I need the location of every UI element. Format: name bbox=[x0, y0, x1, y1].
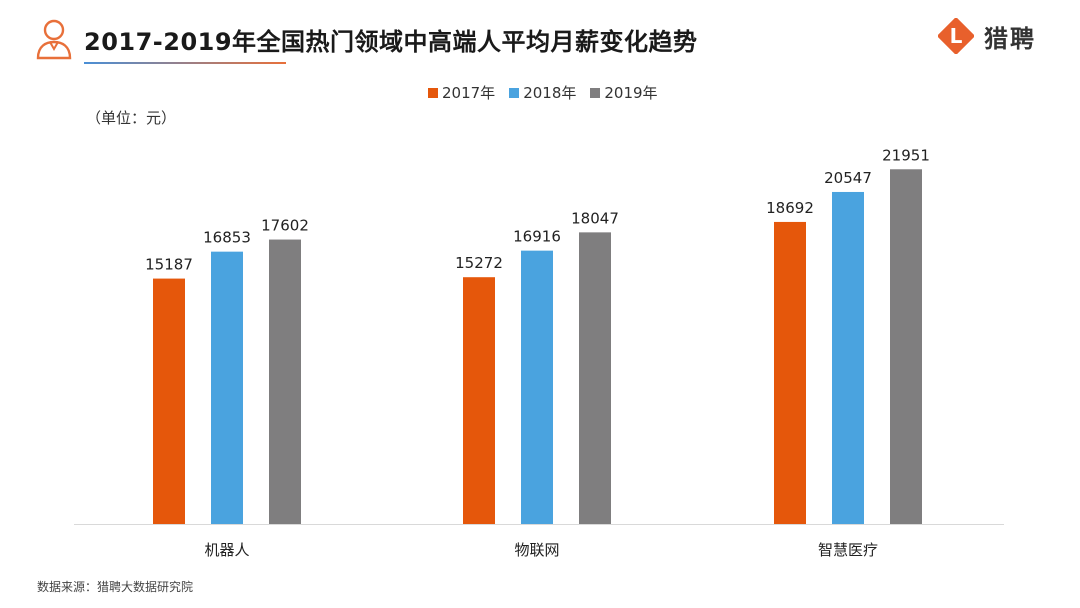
bar bbox=[521, 250, 553, 524]
person-icon bbox=[36, 19, 72, 60]
brand: L 猎聘 bbox=[938, 18, 1036, 54]
legend-swatch bbox=[428, 87, 438, 98]
data-label: 16916 bbox=[513, 228, 561, 246]
bar bbox=[211, 251, 243, 524]
bar bbox=[153, 278, 185, 524]
legend-label: 2019年 bbox=[604, 84, 658, 102]
data-label: 18692 bbox=[766, 199, 814, 217]
bar bbox=[774, 221, 806, 524]
legend-item: 2017年 bbox=[428, 82, 495, 103]
source-note: 数据来源：猎聘大数据研究院 bbox=[37, 580, 194, 594]
brand-name: 猎聘 bbox=[984, 24, 1036, 53]
data-label: 15187 bbox=[145, 256, 193, 274]
data-label: 18047 bbox=[571, 209, 619, 227]
bar bbox=[463, 277, 495, 524]
bar bbox=[890, 169, 922, 524]
data-label: 20547 bbox=[824, 169, 872, 187]
legend-swatch bbox=[590, 87, 601, 98]
legend-item: 2018年 bbox=[509, 82, 576, 103]
bar bbox=[579, 232, 611, 524]
data-label: 15272 bbox=[455, 254, 503, 272]
legend-swatch bbox=[509, 87, 520, 98]
legend-label: 2018年 bbox=[523, 84, 577, 102]
data-label: 16853 bbox=[203, 229, 251, 247]
data-label: 21951 bbox=[882, 146, 930, 164]
x-tick-label: 机器人 bbox=[204, 541, 249, 559]
legend-label: 2017年 bbox=[442, 84, 496, 102]
x-tick-label: 物联网 bbox=[514, 541, 559, 559]
x-tick-label: 智慧医疗 bbox=[818, 541, 878, 559]
data-label: 17602 bbox=[261, 217, 309, 235]
header: 2017-2019年全国热门领域中高端人平均月薪变化趋势 L 猎聘 bbox=[0, 0, 1080, 70]
bar bbox=[832, 191, 864, 524]
chart-legend: 2017年 2018年 2019年 bbox=[428, 82, 672, 103]
title-underline bbox=[84, 62, 286, 64]
bar bbox=[269, 239, 301, 524]
brand-logo-icon: L bbox=[938, 18, 974, 54]
brand-logo-letter: L bbox=[950, 24, 963, 48]
legend-item: 2019年 bbox=[590, 82, 658, 103]
unit-label: （单位：元） bbox=[86, 109, 177, 127]
page-title: 2017-2019年全国热门领域中高端人平均月薪变化趋势 bbox=[84, 28, 698, 56]
